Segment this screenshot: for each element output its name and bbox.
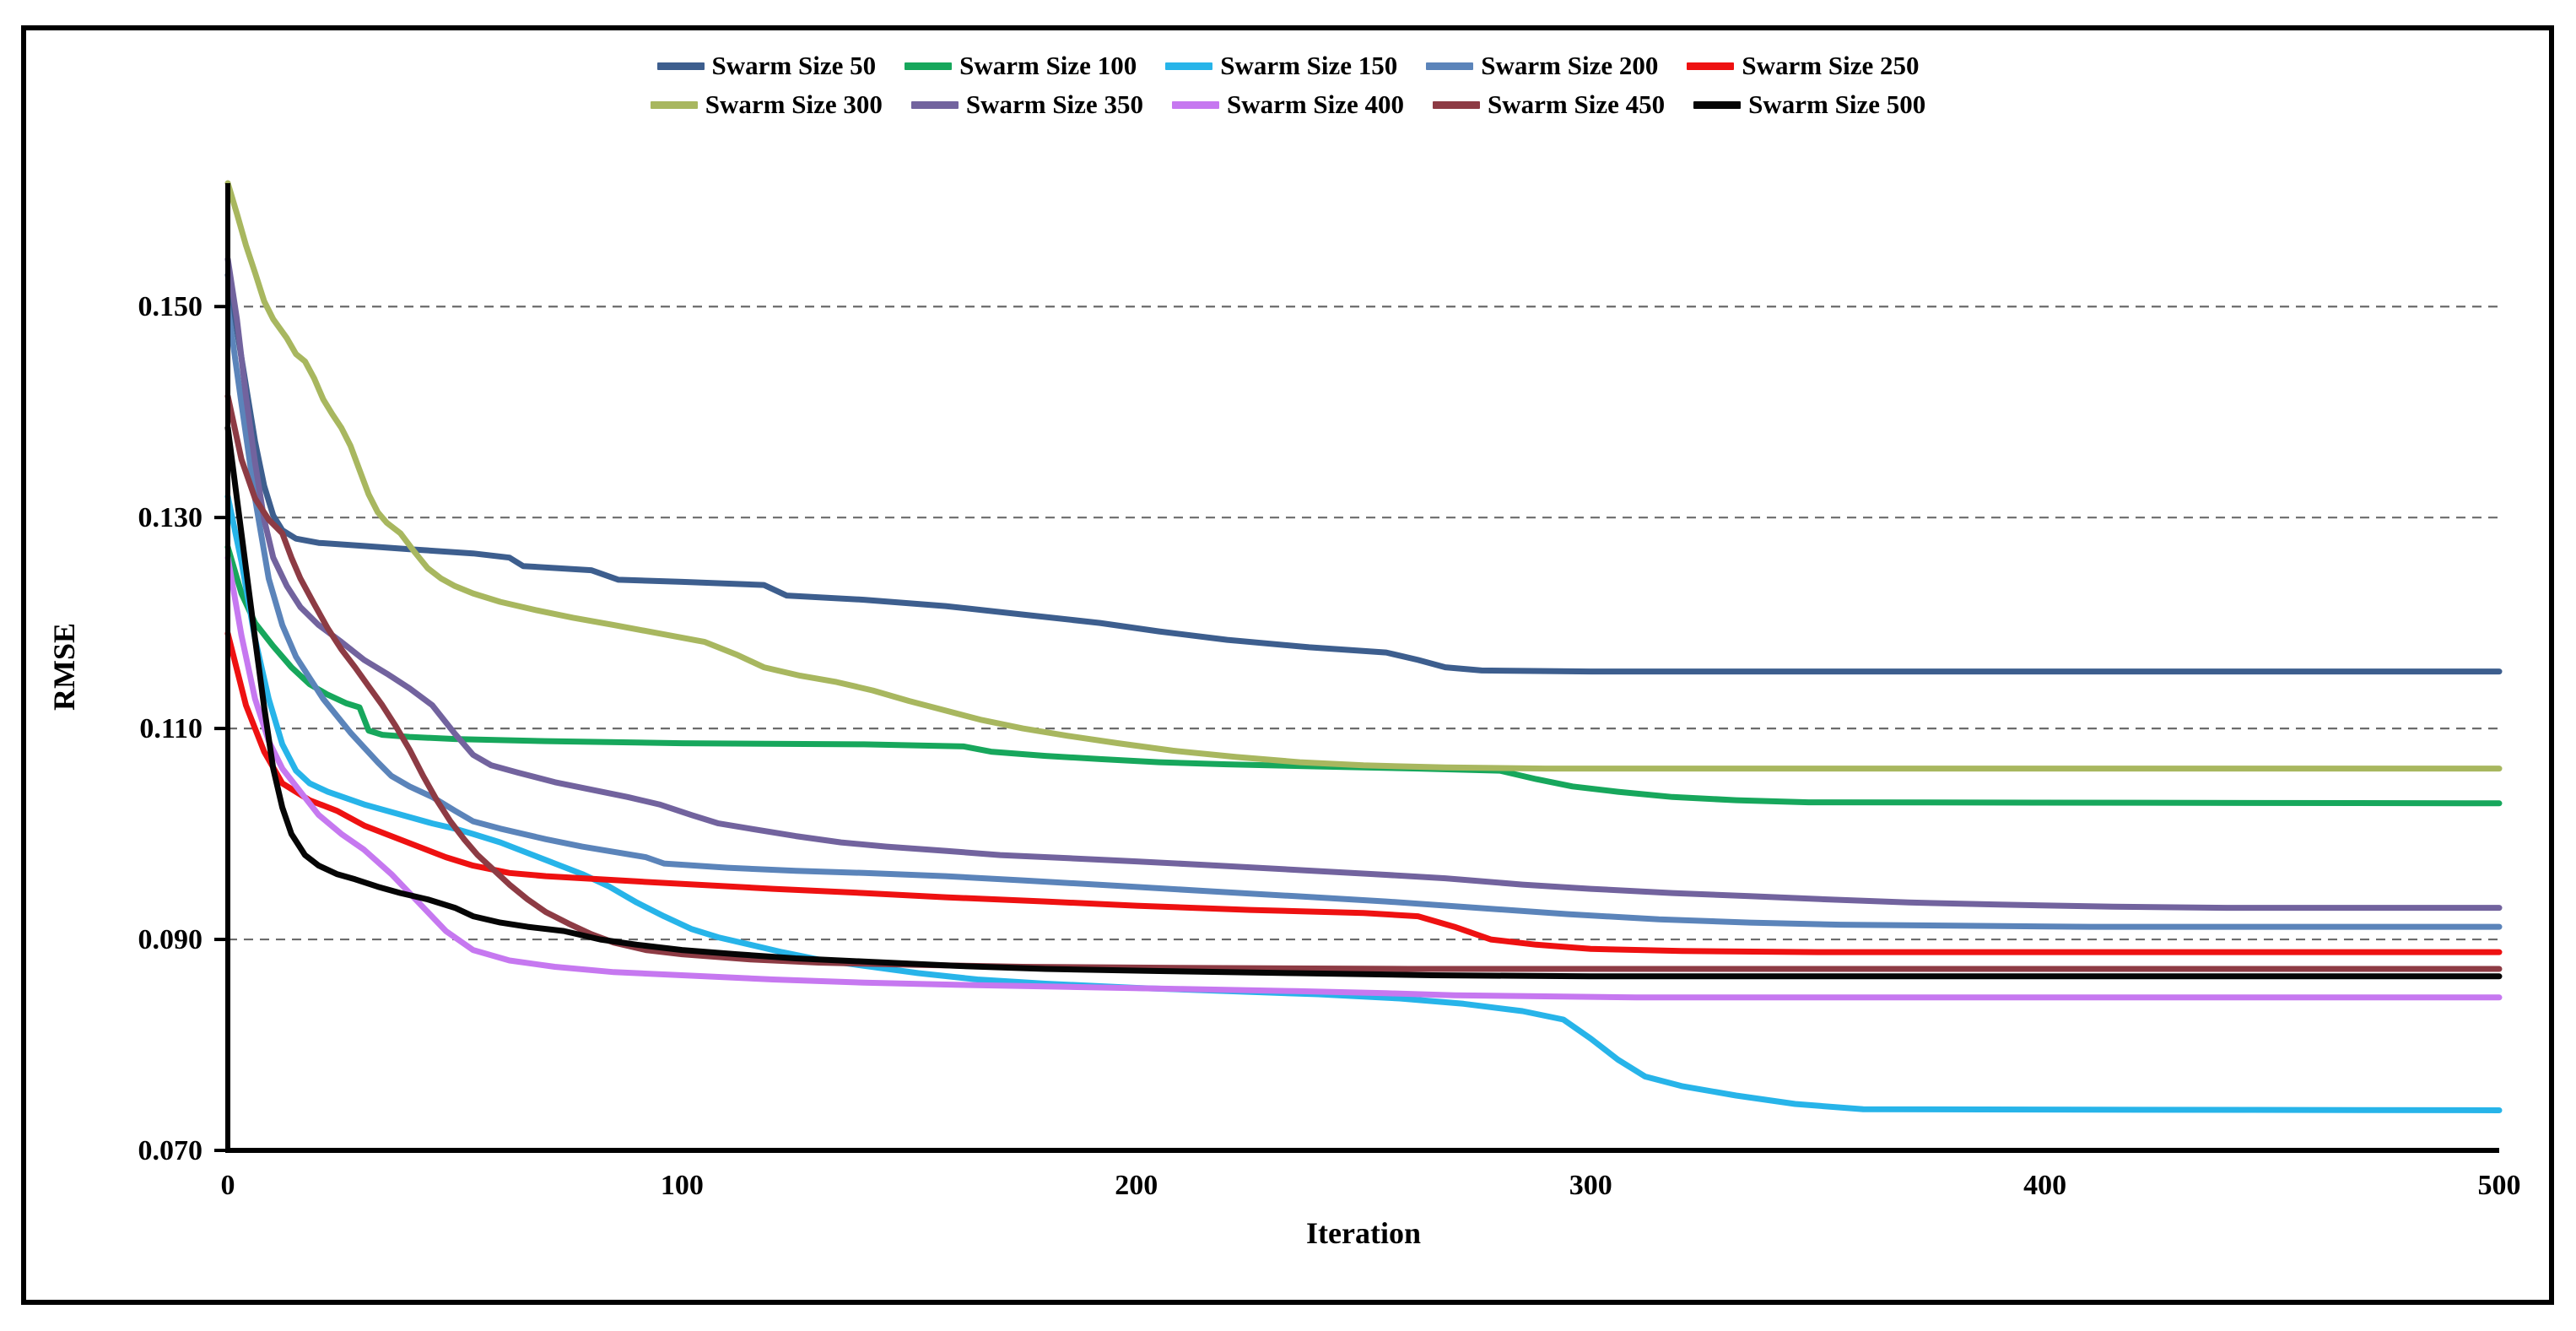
- legend-label: Swarm Size 450: [1488, 89, 1666, 119]
- legend-row-2: Swarm Size 300 Swarm Size 350 Swarm Size 4…: [650, 89, 1925, 120]
- legend-line-swatch: [650, 100, 698, 109]
- legend-label: Swarm Size 500: [1748, 89, 1926, 119]
- legend-label: Swarm Size 200: [1481, 51, 1659, 80]
- legend-line-swatch: [1687, 62, 1735, 70]
- chart-legend: Swarm Size 50 Swarm Size 100 Swarm Size 15…: [0, 51, 2576, 120]
- legend-label: Swarm Size 300: [705, 89, 883, 119]
- legend-line-swatch: [905, 62, 953, 70]
- legend-line-swatch: [1426, 62, 1474, 70]
- legend-item-swarm-size-300: Swarm Size 300: [650, 89, 883, 120]
- legend-item-swarm-size-350: Swarm Size 350: [910, 89, 1143, 120]
- legend-item-swarm-size-50: Swarm Size 50: [656, 51, 877, 81]
- legend-line-swatch: [656, 62, 705, 70]
- legend-item-swarm-size-400: Swarm Size 400: [1171, 89, 1405, 120]
- legend-item-swarm-size-200: Swarm Size 200: [1426, 51, 1658, 81]
- x-tick-label: 0: [221, 1170, 235, 1201]
- y-tick-label: 0.090: [138, 924, 203, 955]
- x-tick-label: 100: [661, 1170, 704, 1201]
- legend-line-swatch: [910, 100, 959, 109]
- series-swarm-size-150: [224, 493, 2503, 1113]
- legend-label: Swarm Size 350: [965, 89, 1143, 119]
- series-swarm-size-350: [224, 256, 2503, 912]
- series-swarm-size-250: [224, 630, 2503, 955]
- legend-label: Swarm Size 100: [959, 51, 1137, 80]
- y-tick-label: 0.130: [138, 502, 203, 533]
- y-tick-label: 0.150: [138, 291, 203, 322]
- x-tick-label: 500: [2478, 1170, 2521, 1201]
- series-swarm-size-300: [224, 180, 2503, 772]
- series-swarm-size-400: [224, 555, 2503, 1001]
- x-tick-label: 400: [2023, 1170, 2066, 1201]
- legend-item-swarm-size-500: Swarm Size 500: [1693, 89, 1925, 120]
- legend-label: Swarm Size 150: [1220, 51, 1398, 80]
- legend-label: Swarm Size 250: [1742, 51, 1920, 80]
- legend-label: Swarm Size 400: [1226, 89, 1405, 119]
- legend-label: Swarm Size 50: [711, 51, 877, 80]
- legend-item-swarm-size-150: Swarm Size 150: [1165, 51, 1397, 81]
- series-swarm-size-500: [224, 425, 2503, 980]
- legend-line-swatch: [1433, 100, 1481, 109]
- x-axis-title: Iteration: [1306, 1216, 1421, 1250]
- series-swarm-size-200: [224, 303, 2503, 930]
- y-tick-label: 0.070: [138, 1135, 203, 1166]
- figure-border: [21, 25, 2554, 1305]
- legend-line-swatch: [1165, 62, 1213, 70]
- x-tick-label: 200: [1115, 1170, 1158, 1201]
- y-tick-label: 0.110: [139, 713, 203, 744]
- series-swarm-size-450: [224, 392, 2503, 972]
- legend-item-swarm-size-250: Swarm Size 250: [1687, 51, 1919, 81]
- legend-item-swarm-size-450: Swarm Size 450: [1433, 89, 1665, 120]
- legend-row-1: Swarm Size 50 Swarm Size 100 Swarm Size 15…: [656, 51, 1919, 81]
- legend-item-swarm-size-100: Swarm Size 100: [905, 51, 1137, 81]
- x-tick-label: 300: [1569, 1170, 1612, 1201]
- legend-line-swatch: [1693, 100, 1742, 109]
- y-axis-title: RMSE: [47, 623, 81, 711]
- series-swarm-size-50: [224, 272, 2503, 675]
- legend-line-swatch: [1171, 100, 1219, 109]
